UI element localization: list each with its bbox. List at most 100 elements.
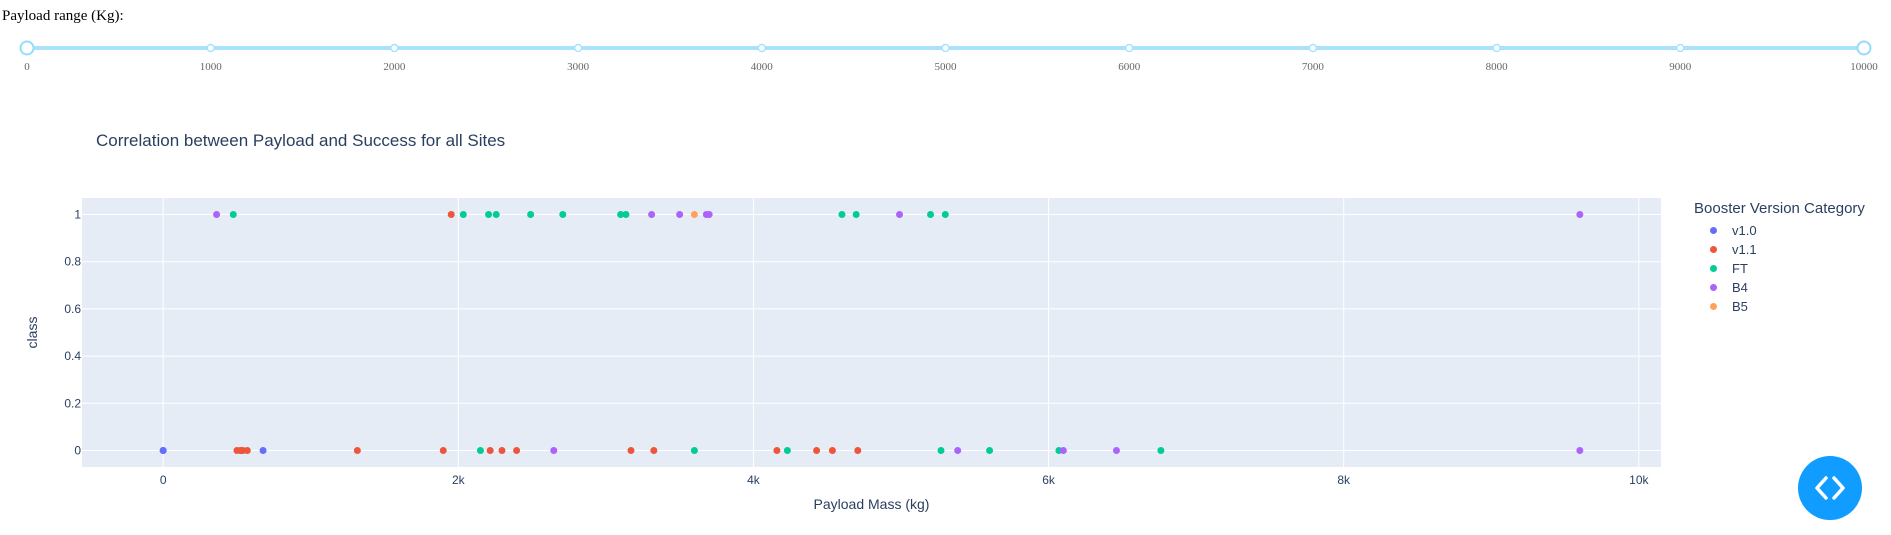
legend-label: B4 (1732, 280, 1748, 295)
legend-marker (1710, 284, 1717, 291)
slider-mark-label: 4000 (751, 61, 774, 73)
slider-mark-label: 3000 (567, 61, 590, 73)
data-point-B5 (690, 211, 698, 219)
x-tick-label: 0 (160, 473, 167, 487)
slider-dot (573, 43, 583, 53)
data-point-FT (459, 211, 467, 219)
legend-label: FT (1732, 261, 1748, 276)
data-point-v1.1 (854, 446, 862, 454)
legend-label: v1.1 (1732, 242, 1757, 257)
data-point-v1.1 (439, 446, 447, 454)
slider-mark-label: 7000 (1302, 61, 1325, 73)
slider-mark-label: 1000 (200, 61, 223, 73)
x-tick-label: 8k (1337, 473, 1351, 487)
y-tick-label: 0.8 (64, 255, 81, 269)
y-tick-label: 0 (74, 443, 81, 457)
x-tick-label: 2k (452, 473, 466, 487)
slider-mark-label: 5000 (935, 61, 958, 73)
slider-mark-label: 8000 (1486, 61, 1509, 73)
data-point-FT (941, 211, 949, 219)
slider-mark-label: 6000 (1118, 61, 1141, 73)
data-point-B4 (1112, 446, 1120, 454)
data-point-v1.0 (259, 446, 267, 454)
data-point-B4 (213, 211, 221, 219)
data-point-FT (937, 446, 945, 454)
data-point-B4 (648, 211, 656, 219)
data-point-FT (852, 211, 860, 219)
y-tick-label: 0.2 (64, 396, 81, 410)
payload-range-slider[interactable]: 0 1000 2000 3000 4000 5000 6000 7000 8000 9000 100… (0, 30, 1891, 80)
legend: Booster Version Category v1.0 v1.1 FT B4 B5 (1694, 200, 1865, 316)
legend-item-B5[interactable]: B5 (1694, 297, 1865, 316)
data-point-FT (617, 211, 625, 219)
data-point-v1.1 (813, 446, 821, 454)
x-tick-label: 4k (747, 473, 761, 487)
slider-dot (1124, 43, 1134, 53)
data-point-B4 (705, 211, 713, 219)
scatter-chart: 0 0.2 0.4 0.6 0.8 1 0 2k 4k 6k 8k 10k Payload Mass (… (24, 198, 1661, 512)
data-point-v1.1 (243, 446, 251, 454)
legend-marker (1710, 246, 1717, 253)
legend-marker (1710, 227, 1717, 234)
data-point-v1.1 (650, 446, 658, 454)
legend-title: Booster Version Category (1694, 200, 1865, 217)
slider-handle-max[interactable] (1856, 40, 1872, 56)
data-point-v1.1 (447, 211, 455, 219)
data-point-B4 (676, 211, 684, 219)
data-point-FT (690, 446, 698, 454)
data-point-v1.1 (486, 446, 494, 454)
data-point-v1.1 (498, 446, 506, 454)
y-axis-label: class (24, 317, 40, 349)
data-point-FT (927, 211, 935, 219)
code-icon (1815, 476, 1845, 500)
slider-handle-min[interactable] (19, 40, 35, 56)
data-point-v1.1 (353, 446, 361, 454)
slider-dot (1676, 43, 1685, 53)
legend-item-v1.0[interactable]: v1.0 (1694, 221, 1865, 240)
data-point-B4 (954, 446, 962, 454)
plot-area (82, 198, 1661, 467)
data-point-FT (783, 446, 791, 454)
data-point-B4 (896, 211, 904, 219)
y-tick-label: 1 (74, 208, 81, 222)
data-point-v1.1 (828, 446, 836, 454)
data-point-v1.0 (159, 446, 167, 454)
legend-item-FT[interactable]: FT (1694, 259, 1865, 278)
data-point-FT (476, 446, 484, 454)
legend-marker (1710, 303, 1717, 310)
data-point-FT (559, 211, 567, 219)
x-tick-label: 10k (1629, 473, 1649, 487)
data-point-B4 (550, 446, 558, 454)
data-point-FT (492, 211, 500, 219)
x-axis-label: Payload Mass (kg) (814, 496, 930, 512)
slider-mark-label: 0 (24, 61, 30, 73)
data-point-FT (527, 211, 535, 219)
data-point-FT (838, 211, 846, 219)
legend-label: B5 (1732, 299, 1748, 314)
y-tick-label: 0.6 (64, 302, 81, 316)
slider-dot (390, 43, 399, 53)
payload-range-label: Payload range (Kg): (2, 8, 124, 24)
legend-label: v1.0 (1732, 223, 1757, 238)
debug-toggle-button[interactable] (1798, 456, 1862, 520)
data-point-B4 (1576, 446, 1584, 454)
data-point-B4 (1576, 211, 1584, 219)
data-point-FT (229, 211, 237, 219)
slider-dot (206, 43, 215, 53)
legend-marker (1710, 265, 1717, 272)
data-point-v1.1 (773, 446, 781, 454)
data-point-B4 (1059, 446, 1067, 454)
data-point-v1.1 (513, 446, 521, 454)
legend-item-v1.1[interactable]: v1.1 (1694, 240, 1865, 259)
chart-title: Correlation between Payload and Success … (96, 131, 506, 150)
data-point-FT (986, 446, 994, 454)
data-point-v1.1 (627, 446, 635, 454)
slider-dot (941, 43, 950, 53)
data-point-FT (485, 211, 493, 219)
slider-dot (1492, 43, 1501, 53)
slider-dot (1308, 43, 1318, 53)
data-point-FT (622, 211, 630, 219)
x-tick-label: 6k (1042, 473, 1056, 487)
legend-item-B4[interactable]: B4 (1694, 278, 1865, 297)
slider-mark-label: 9000 (1669, 61, 1692, 73)
